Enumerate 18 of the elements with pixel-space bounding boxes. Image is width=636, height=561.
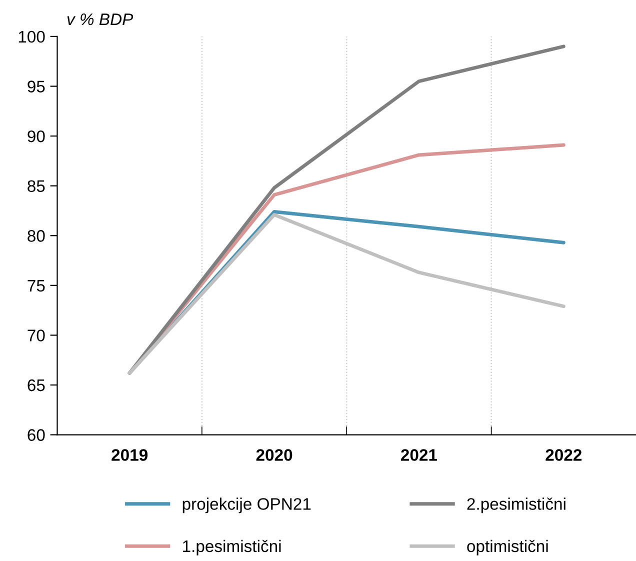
y-tick-label: 65	[28, 379, 45, 392]
x-tick-label: 2021	[401, 449, 438, 461]
y-tick-label: 95	[28, 80, 45, 92]
y-tick-label: 90	[28, 130, 45, 142]
legend-label: 1.pesimistični	[183, 540, 281, 556]
legend-label: optimistični	[467, 540, 548, 556]
y-tick-label: 75	[28, 280, 45, 292]
x-tick-label: 2019	[112, 449, 148, 461]
x-tick-label: 2020	[256, 449, 292, 461]
x-tick-label: 2022	[546, 449, 582, 461]
y-tick-label: 60	[28, 429, 45, 441]
legend-label: projekcije OPN21	[182, 498, 311, 514]
y-tick-label: 100	[18, 30, 45, 43]
y-tick-label: 85	[28, 180, 45, 192]
y-tick-label: 80	[28, 230, 45, 242]
y-tick-label: 70	[28, 330, 45, 342]
legend-label: 2.pesimistični	[467, 498, 566, 514]
y-axis-title: v % BDP	[67, 13, 134, 26]
